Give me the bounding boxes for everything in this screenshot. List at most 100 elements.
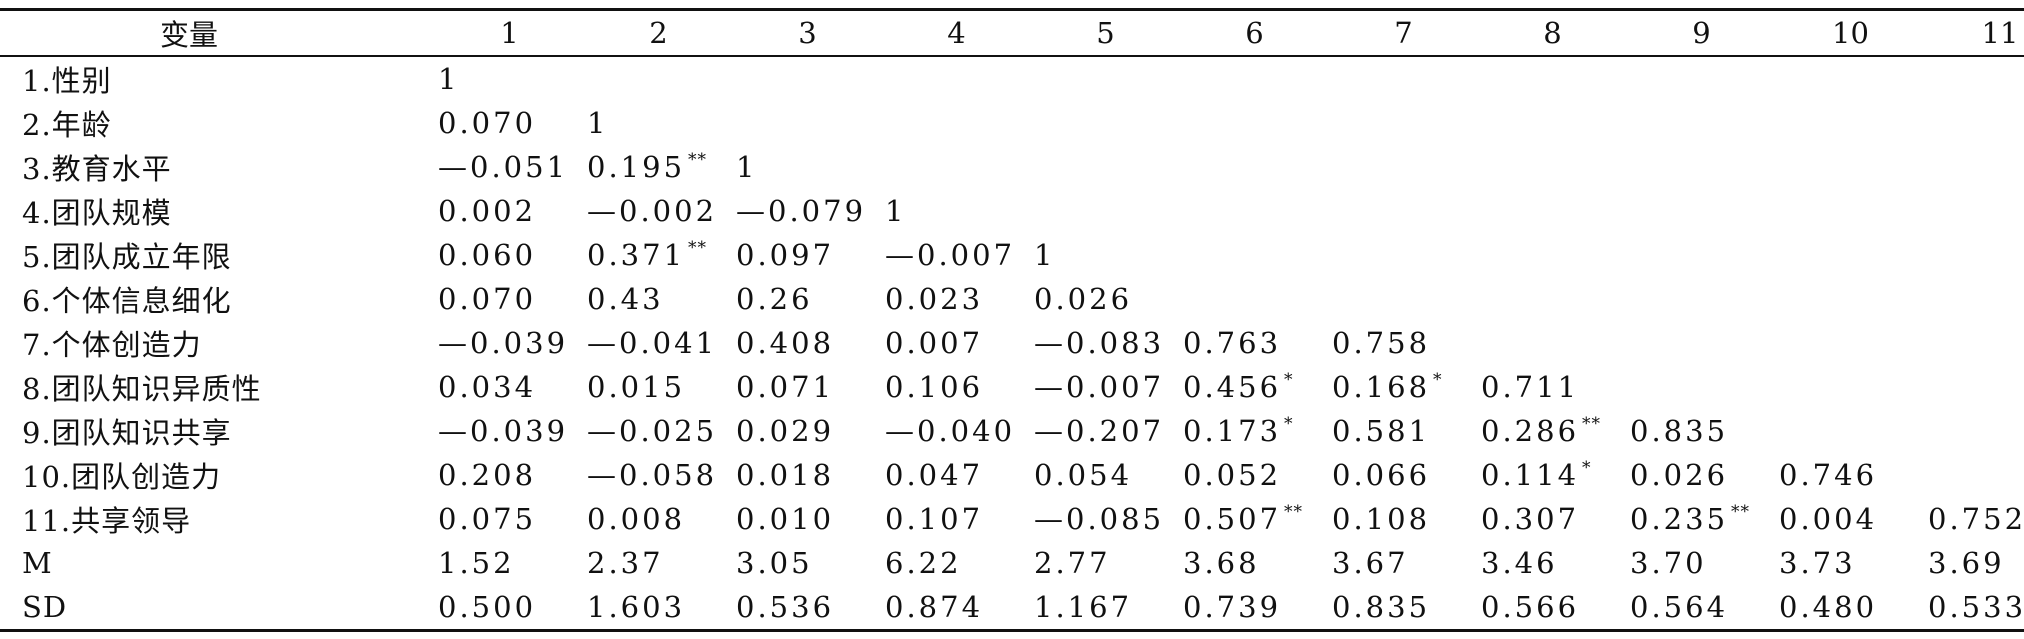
table-cell: [1031, 189, 1180, 233]
header-col-5: 5: [1096, 16, 1115, 50]
cell-value: —0.002: [587, 194, 718, 228]
table-cell: 0.066: [1329, 453, 1478, 497]
table-cell: 3.69: [1925, 541, 2024, 585]
table-cell: [1329, 56, 1478, 101]
table-row: 4.团队规模 0.002 —0.002 —0.079 1: [0, 189, 2024, 233]
table-cell: [1776, 321, 1925, 365]
cell-value: 1.603: [587, 590, 686, 624]
cell-value: 1: [885, 194, 907, 228]
table-cell: 0.106: [882, 365, 1031, 409]
cell-value: 0.002: [438, 194, 537, 228]
table-cell: 1: [882, 189, 1031, 233]
cell-value: 3.69: [1928, 546, 2005, 580]
cell-value: —0.079: [736, 194, 867, 228]
table-cell: [882, 145, 1031, 189]
header-row: 变量 1 2 3 4 5 6 7 8 9 10 11: [0, 9, 2024, 56]
header-col-11: 11: [1981, 16, 2019, 50]
cell-value: 0.029: [736, 414, 835, 448]
table-cell: 0.507 **: [1180, 497, 1329, 541]
table-cell: [1627, 56, 1776, 101]
table-cell: 3.70: [1627, 541, 1776, 585]
table-cell: 0.195 **: [584, 145, 733, 189]
table-cell: —0.207: [1031, 409, 1180, 453]
cell-value: 1.52: [438, 546, 515, 580]
table-cell: —0.025: [584, 409, 733, 453]
header-col-3: 3: [798, 16, 817, 50]
cell-value: —0.085: [1034, 502, 1165, 536]
cell-value: 0.43: [587, 282, 664, 316]
table-cell: 0.500: [435, 585, 584, 631]
cell-value: 0.26: [736, 282, 813, 316]
row-label: 8.团队知识异质性: [22, 372, 262, 406]
header-col-2: 2: [649, 16, 668, 50]
table-cell: 0.480: [1776, 585, 1925, 631]
cell-value: 1: [736, 150, 758, 184]
table-cell: [1776, 277, 1925, 321]
table-cell: 1: [1031, 233, 1180, 277]
cell-value: 0.047: [885, 458, 984, 492]
table-cell: —0.051: [435, 145, 584, 189]
table-cell: —0.041: [584, 321, 733, 365]
table-cell: [1031, 56, 1180, 101]
cell-value: 3.05: [736, 546, 813, 580]
cell-value: —0.007: [885, 238, 1016, 272]
table-cell: —0.058: [584, 453, 733, 497]
cell-value: 0.835: [1332, 590, 1431, 624]
cell-value: —0.025: [587, 414, 718, 448]
cell-value: —0.207: [1034, 414, 1165, 448]
cell-value: 0.758: [1332, 326, 1431, 360]
cell-value: —0.039: [438, 326, 569, 360]
cell-value: 1.167: [1034, 590, 1133, 624]
table-cell: 0.536: [733, 585, 882, 631]
table-cell: 1.603: [584, 585, 733, 631]
cell-value: 0.752: [1928, 502, 2024, 536]
cell-value: 0.536: [736, 590, 835, 624]
table-cell: 0.047: [882, 453, 1031, 497]
table-cell: [882, 56, 1031, 101]
table-cell: [1329, 277, 1478, 321]
table-cell: 3.46: [1478, 541, 1627, 585]
table-row: 7.个体创造力 —0.039 —0.041 0.408 0.007 —0.083 0.763…: [0, 321, 2024, 365]
row-label: 5.团队成立年限: [22, 240, 232, 274]
table-cell: 0.029: [733, 409, 882, 453]
table-cell: [1925, 321, 2024, 365]
table-cell: 0.26: [733, 277, 882, 321]
table-cell: 0.015: [584, 365, 733, 409]
cell-value: 3.46: [1481, 546, 1558, 580]
table-cell: [1180, 277, 1329, 321]
table-cell: 0.002: [435, 189, 584, 233]
table-cell: [1776, 101, 1925, 145]
table-cell: [1925, 233, 2024, 277]
significance-mark: **: [1731, 502, 1751, 522]
table-row: 6.个体信息细化 0.070 0.43 0.26 0.023 0.026: [0, 277, 2024, 321]
table-cell: 0.208: [435, 453, 584, 497]
table-cell: [1925, 453, 2024, 497]
cell-value: 0.004: [1779, 502, 1878, 536]
table-cell: 0.739: [1180, 585, 1329, 631]
cell-value: 0.456: [1183, 370, 1282, 404]
table-cell: 0.114 *: [1478, 453, 1627, 497]
table-cell: 0.307: [1478, 497, 1627, 541]
table-cell: 0.566: [1478, 585, 1627, 631]
table-cell: [1627, 277, 1776, 321]
cell-value: 3.68: [1183, 546, 1260, 580]
row-label: 7.个体创造力: [22, 328, 202, 362]
table-row: 2.年龄 0.070 1: [0, 101, 2024, 145]
cell-value: 0.060: [438, 238, 537, 272]
table-cell: 0.286 **: [1478, 409, 1627, 453]
cell-value: 0.071: [736, 370, 835, 404]
table-cell: [1031, 145, 1180, 189]
table-cell: [1329, 101, 1478, 145]
table-cell: 1.167: [1031, 585, 1180, 631]
table-cell: [1925, 101, 2024, 145]
table-cell: [1478, 101, 1627, 145]
cell-value: 0.235: [1630, 502, 1729, 536]
header-col-1: 1: [500, 16, 519, 50]
table-cell: [1329, 145, 1478, 189]
table-cell: 1: [435, 56, 584, 101]
row-label: 4.团队规模: [22, 196, 172, 230]
table-cell: 0.763: [1180, 321, 1329, 365]
cell-value: 0.566: [1481, 590, 1580, 624]
table-cell: [1776, 409, 1925, 453]
cell-value: 0.746: [1779, 458, 1878, 492]
